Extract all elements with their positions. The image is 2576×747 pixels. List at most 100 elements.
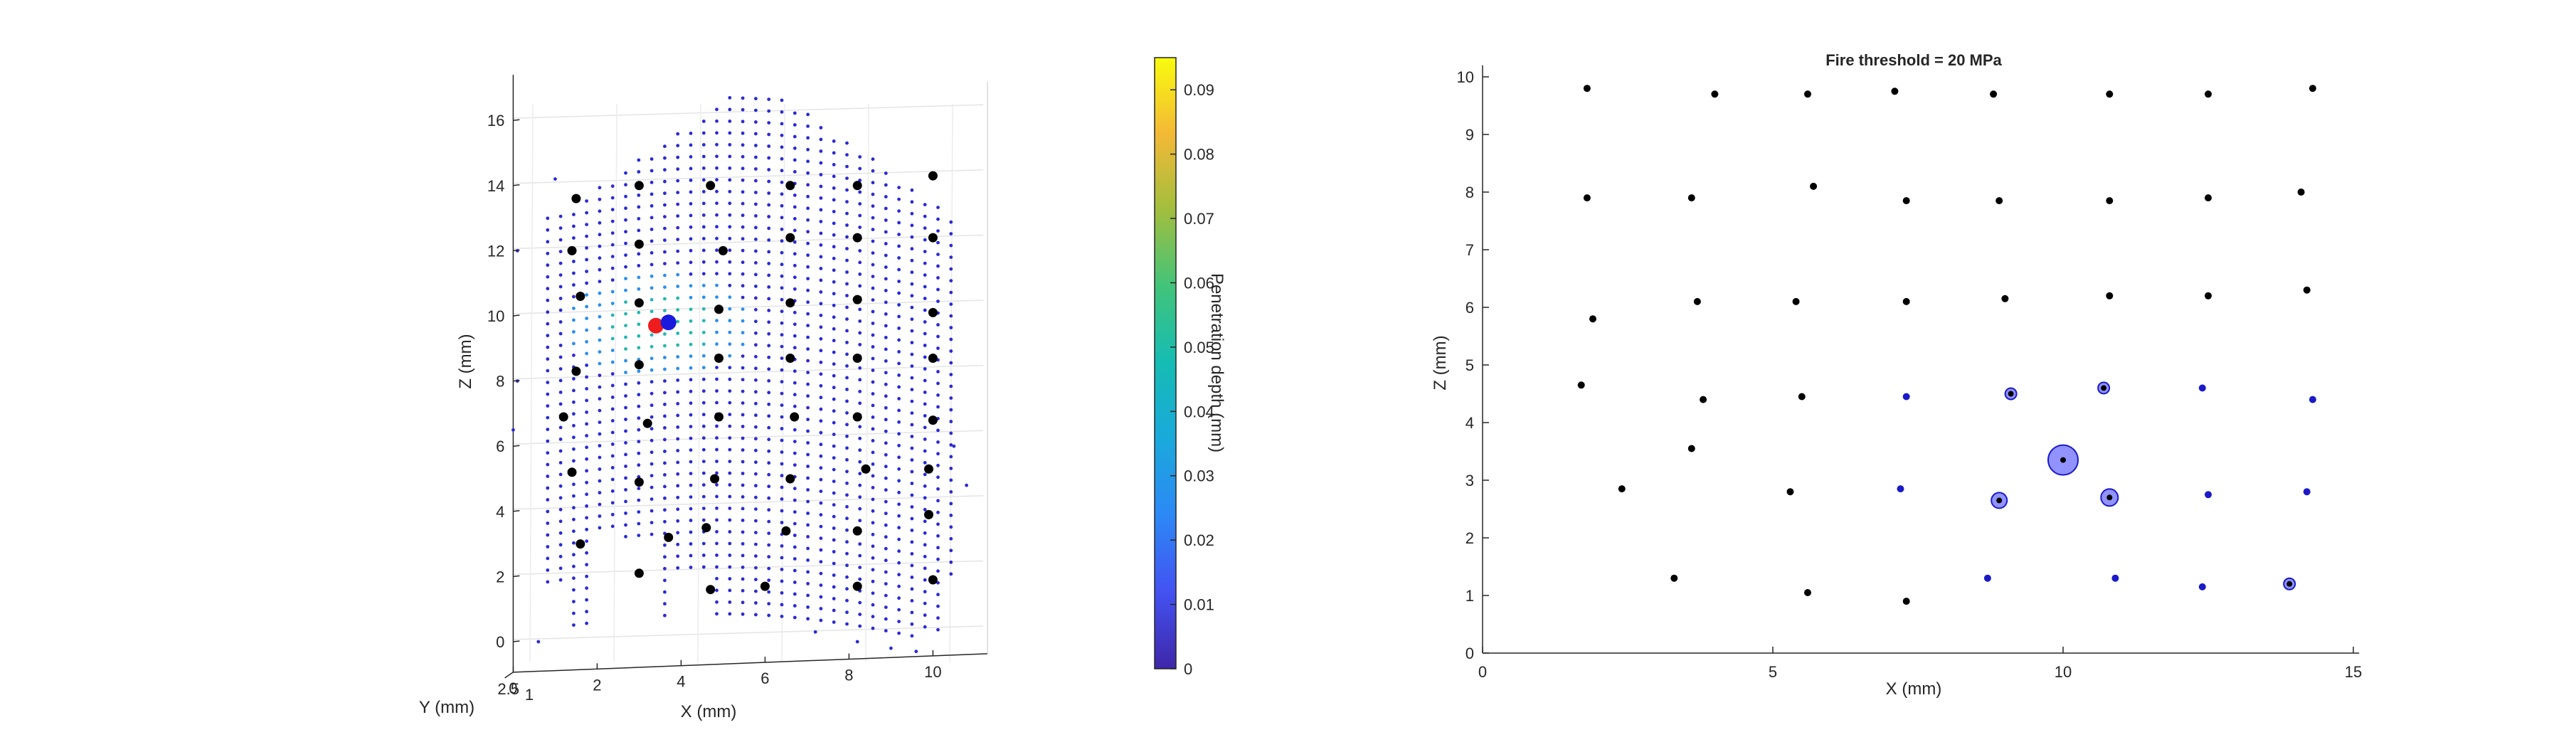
sample-dot [546, 498, 550, 502]
sample-dot [663, 461, 667, 465]
sample-dot [728, 307, 732, 311]
sample-dot [715, 588, 719, 593]
sample-dot [845, 270, 849, 274]
sample-dot [949, 490, 953, 494]
sample-dot [546, 228, 550, 232]
sample-dot [558, 425, 563, 430]
sample-dot [845, 364, 849, 368]
sample-dot [689, 483, 693, 487]
electrode-dot [2106, 494, 2113, 501]
sample-dot [923, 261, 927, 265]
sample-dot [650, 333, 654, 337]
sample-dot [572, 354, 576, 357]
sample-dot [897, 361, 901, 366]
sample-dot [689, 354, 693, 359]
electrode-dot [1902, 197, 1910, 205]
sample-dot [689, 307, 693, 312]
sample-dot [819, 126, 823, 129]
sample-dot [806, 112, 810, 117]
sample-dot [767, 543, 771, 547]
y-tick-label: 5 [1465, 356, 1474, 374]
sample-dot [780, 568, 784, 571]
sample-dot [832, 210, 836, 213]
left-grid-line [513, 430, 984, 445]
electrode-dot [928, 307, 938, 317]
electrode-dot [2309, 85, 2316, 92]
sample-dot [728, 612, 732, 616]
fired-electrode-dot [1902, 393, 1910, 401]
sample-dot [858, 600, 862, 605]
sample-dot [845, 622, 849, 626]
x-tick-label: 10 [2055, 663, 2072, 681]
left-axes-box [504, 75, 988, 679]
sample-dot [676, 519, 680, 523]
sample-dot [689, 530, 693, 534]
sample-dot [767, 215, 771, 218]
sample-dot [819, 208, 823, 212]
sample-dot [767, 97, 771, 102]
left-grid-line [513, 104, 984, 119]
sample-dot [936, 627, 940, 632]
sample-dot [910, 388, 914, 391]
sample-dot [650, 356, 654, 361]
sample-dot [780, 438, 784, 443]
sample-dot [780, 391, 784, 396]
sample-dot [884, 324, 888, 328]
sample-dot [701, 330, 706, 334]
sample-dot [871, 298, 875, 302]
sample-dot [936, 581, 940, 585]
sample-dot [793, 123, 797, 127]
sample-dot [910, 552, 914, 556]
sample-dot [741, 472, 745, 475]
sample-dot [650, 474, 654, 477]
z-tick-label: 4 [496, 503, 504, 521]
sample-dot [558, 297, 563, 300]
sample-dot [689, 542, 693, 546]
sample-dot [819, 337, 823, 341]
sample-dot [701, 178, 706, 182]
sample-dot [715, 389, 719, 393]
sample-dot [689, 507, 693, 511]
sample-dot [572, 412, 576, 416]
colorbar-ticks: 0 0.01 0.02 0.03 0.04 0.05 0.06 0.07 0.08 0.09 [1170, 81, 1214, 678]
sample-dot [624, 230, 627, 234]
z-tick-label: 2 [496, 568, 504, 586]
sample-dot [637, 369, 641, 374]
sample-dot [624, 418, 627, 421]
sample-dot [793, 428, 797, 432]
sample-dot [819, 419, 823, 423]
sample-dot [546, 509, 550, 514]
sample-dot [819, 360, 823, 364]
sample-dot [663, 297, 667, 301]
sample-dot [728, 260, 732, 264]
sample-dot [923, 461, 927, 465]
sample-dot [610, 524, 615, 529]
sample-dot [701, 260, 706, 264]
sample-dot [715, 541, 719, 546]
sample-dot [650, 497, 654, 501]
sample-dot [637, 381, 641, 385]
z-tick-mark [513, 640, 520, 642]
sample-dot [884, 382, 888, 386]
sample-dot [832, 526, 836, 530]
sample-dot [845, 282, 849, 286]
sample-dot [793, 393, 797, 397]
sample-dot [780, 203, 784, 208]
sample-dot [845, 457, 849, 462]
sample-dot [598, 303, 602, 307]
sample-dot [845, 223, 849, 227]
sample-dot [701, 120, 706, 123]
sample-dot [598, 467, 602, 471]
electrode-dot [852, 412, 862, 422]
sample-dot [832, 386, 836, 390]
sample-dot [598, 186, 602, 190]
sample-dot [754, 542, 758, 546]
sample-dot [728, 518, 732, 522]
sample-dot [806, 230, 810, 234]
left-grid-line [949, 104, 953, 662]
sample-dot [650, 380, 654, 384]
sample-dot [936, 463, 940, 467]
sample-dot [819, 243, 823, 247]
electrode-dot [576, 539, 585, 549]
sample-dot [884, 617, 888, 621]
